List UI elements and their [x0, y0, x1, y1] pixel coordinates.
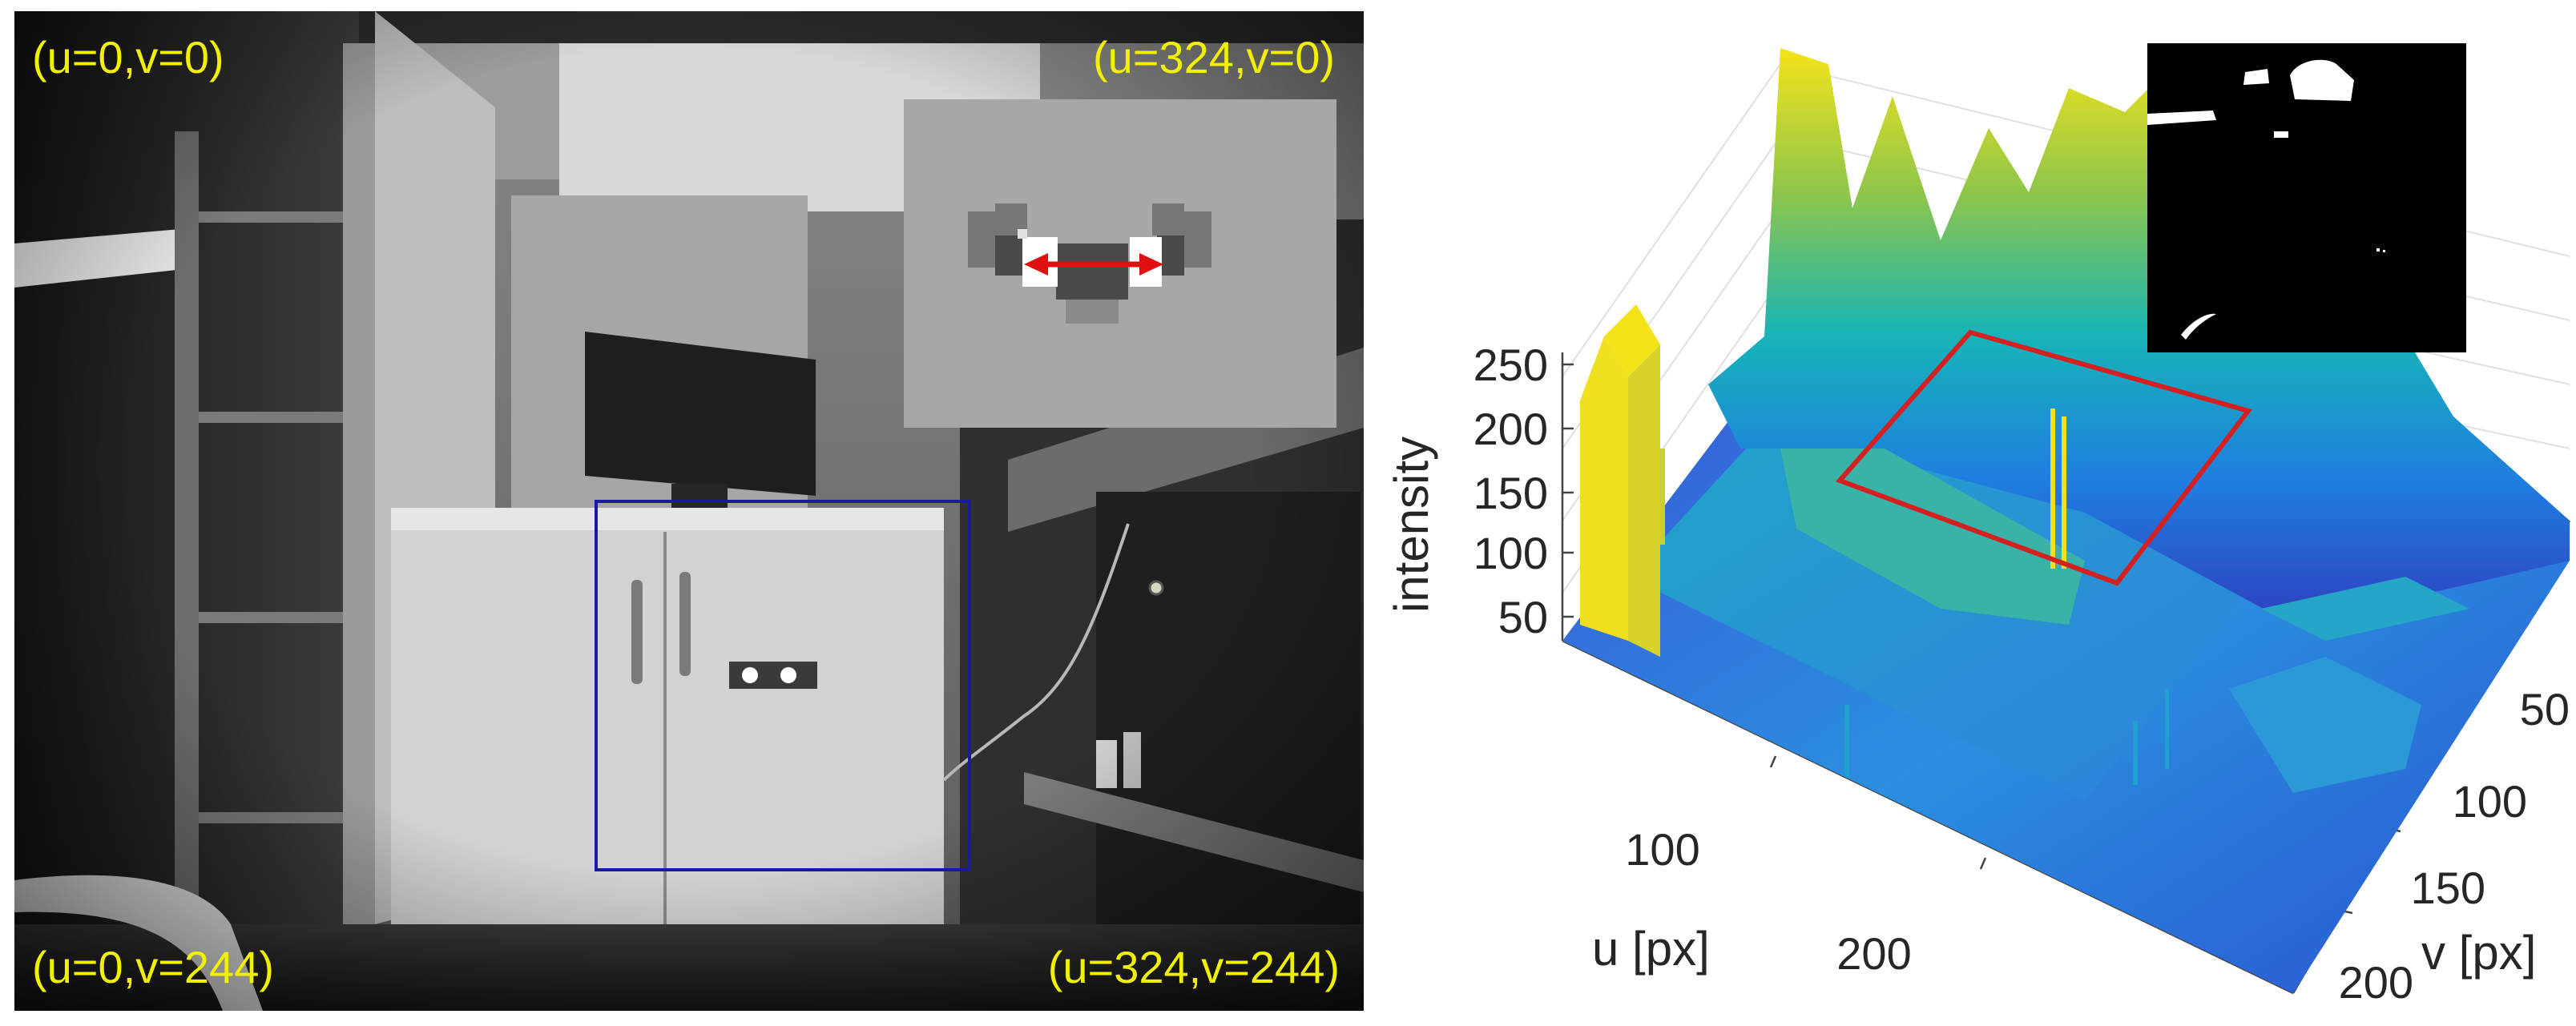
z-tick-250: 250 — [1473, 340, 1548, 390]
roi-box-blue — [595, 500, 971, 871]
binary-mask-inset — [2147, 43, 2466, 352]
surface-plot-svg: 250 200 150 100 50 intensity 100 200 u [… — [1385, 43, 2571, 1008]
corner-label-bottom-right: (u=324,v=244) — [1047, 942, 1340, 992]
v-tick-100: 100 — [2453, 776, 2527, 827]
v-tick-200: 200 — [2339, 957, 2413, 1008]
intensity-surface-plot: 250 200 150 100 50 intensity 100 200 u [… — [1364, 0, 2576, 1022]
corner-label-bottom-left: (u=0,v=244) — [32, 942, 274, 992]
z-tick-100: 100 — [1473, 528, 1548, 578]
grayscale-scene — [14, 11, 1364, 1011]
camera-image: (u=0,v=0) (u=324,v=0) (u=0,v=244) (u=324… — [14, 11, 1364, 1011]
v-tick-50: 50 — [2520, 684, 2570, 734]
surface-ridge — [1708, 48, 2570, 625]
u-axis-label: u [px] — [1592, 922, 1710, 976]
z-tick-50: 50 — [1498, 592, 1548, 642]
u-tick-200: 200 — [1836, 928, 1911, 979]
z-axis-label: intensity — [1385, 437, 1438, 613]
roi-box-red — [1835, 329, 2253, 586]
arrow-head-right — [1139, 253, 1163, 276]
corner-label-top-right: (u=324,v=0) — [1093, 32, 1335, 82]
v-tick-150: 150 — [2411, 863, 2485, 913]
z-tick-200: 200 — [1473, 404, 1548, 454]
u-tick-100: 100 — [1625, 824, 1699, 875]
zoom-inset — [904, 99, 1336, 428]
z-tick-150: 150 — [1473, 468, 1548, 518]
corner-label-top-left: (u=0,v=0) — [32, 32, 224, 82]
arrow-head-left — [1024, 253, 1048, 276]
v-axis-label: v [px] — [2421, 926, 2536, 980]
